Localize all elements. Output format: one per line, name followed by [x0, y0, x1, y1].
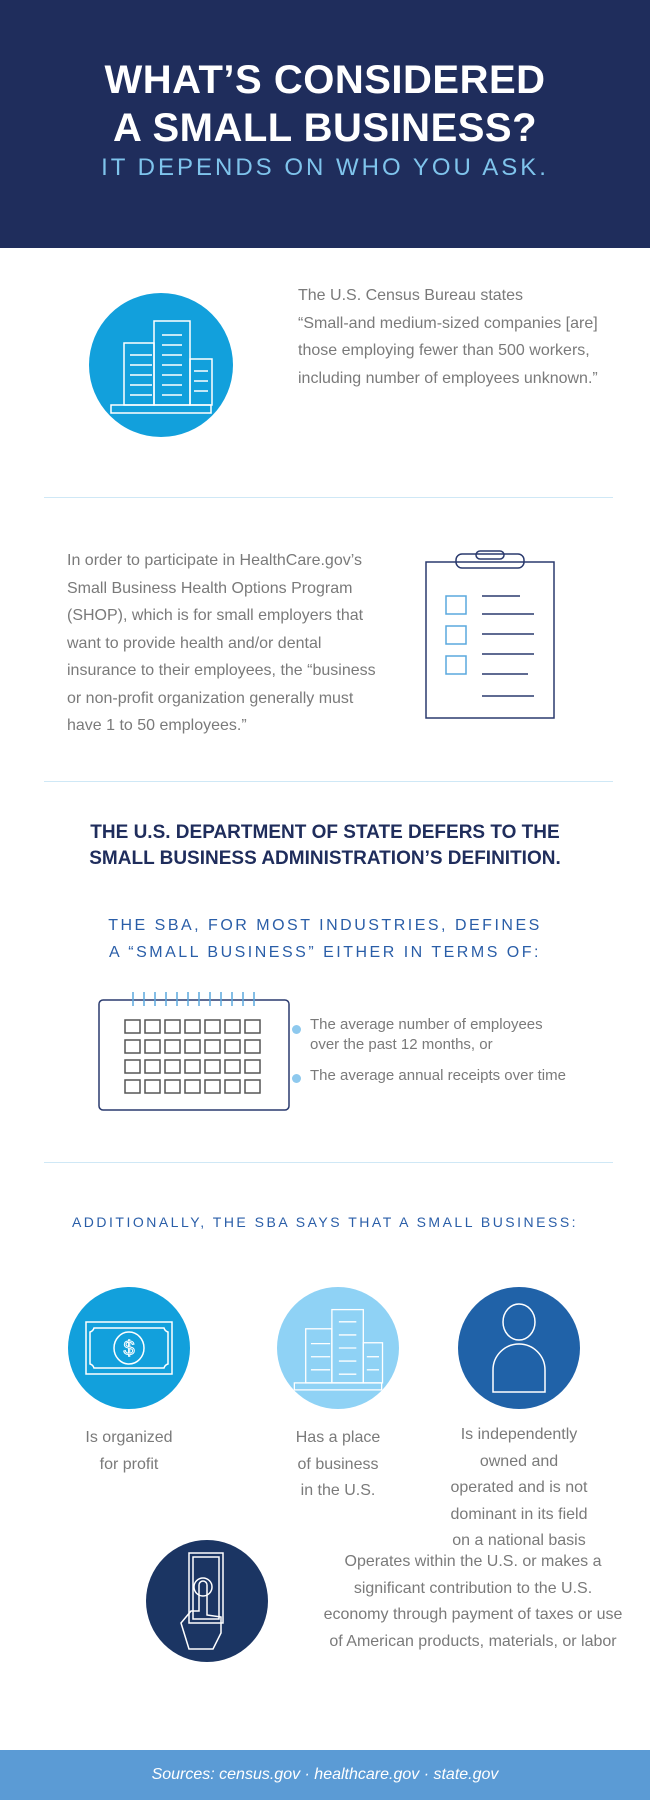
calendar-cell	[224, 1079, 241, 1094]
calendar-cell	[184, 1019, 201, 1034]
text-line: want to provide health and/or dental	[67, 634, 322, 652]
calendar-cell	[224, 1039, 241, 1054]
state-heading-line-2: SMALL BUSINESS ADMINISTRATION’S DEFINITI…	[89, 848, 561, 869]
bullet-dot	[292, 1074, 301, 1083]
calendar-cell	[204, 1019, 221, 1034]
person-icon	[458, 1287, 580, 1409]
state-heading-line-1: THE U.S. DEPARTMENT OF STATE DEFERS TO T…	[90, 822, 560, 843]
text-line: on a national basis	[452, 1532, 586, 1549]
svg-text:$: $	[123, 1338, 134, 1360]
text-line: insurance to their employees, the “busin…	[67, 662, 376, 679]
subtitle: IT DEPENDS ON WHO YOU ASK.	[101, 154, 549, 181]
text-line: economy through payment of taxes or use	[323, 1606, 623, 1623]
calendar-cell	[244, 1039, 261, 1054]
text-line: In order to participate in HealthCare.go…	[67, 552, 362, 569]
calendar-cell	[124, 1019, 141, 1034]
text-line: including number of employees unknown.”	[298, 369, 598, 387]
bullet-dot	[292, 1025, 301, 1034]
text-line: Has a place	[295, 1429, 381, 1446]
divider	[44, 1162, 613, 1163]
text-line: (SHOP), which is for small employers tha…	[67, 607, 364, 624]
text-line: “Small-and medium-sized companies [are]	[298, 314, 598, 332]
text-line: of business	[297, 1455, 379, 1473]
calendar-icon	[98, 992, 290, 1111]
divider	[44, 781, 613, 782]
calendar-cell	[184, 1079, 201, 1094]
calendar-cell	[224, 1059, 241, 1074]
additionally-heading: ADDITIONALLY, THE SBA SAYS THAT A SMALL …	[71, 1214, 579, 1230]
text-line: significant contribution to the U.S.	[353, 1579, 593, 1597]
calendar-cell	[124, 1039, 141, 1054]
divider	[44, 497, 613, 498]
caption-place-of-business: Has a place of business in the U.S.	[258, 1425, 418, 1505]
calendar-cell	[164, 1019, 181, 1034]
title-line-2: A SMALL BUSINESS?	[112, 106, 538, 150]
text-line: operated and is not	[450, 1479, 588, 1496]
text-line: for profit	[99, 1455, 159, 1473]
calendar-cell	[164, 1079, 181, 1094]
calendar-cell	[144, 1019, 161, 1034]
text-line: in the U.S.	[300, 1482, 376, 1499]
caption-independent: Is independently owned and operated and …	[429, 1422, 609, 1555]
text-line: The U.S. Census Bureau states	[298, 287, 523, 304]
caption-operates: Operates within the U.S. or makes a sign…	[263, 1549, 650, 1655]
building-icon	[89, 293, 233, 437]
calendar-cell	[144, 1079, 161, 1094]
calendar-cell	[164, 1059, 181, 1074]
caption-profit: Is organized for profit	[49, 1425, 209, 1478]
calendar-cell	[184, 1039, 201, 1054]
calendar-cell	[164, 1039, 181, 1054]
calendar-cell	[124, 1079, 141, 1094]
calendar-cell	[144, 1039, 161, 1054]
text-line: The average number of employees	[310, 1016, 543, 1033]
calendar-cell	[124, 1059, 141, 1074]
bullet-item-receipts: The average annual receipts over time	[310, 1067, 566, 1084]
calendar-cell	[244, 1079, 261, 1094]
calendar-cell	[204, 1039, 221, 1054]
calendar-cell	[204, 1079, 221, 1094]
clipboard-icon	[425, 550, 555, 719]
text-line: dominant in its field	[450, 1505, 588, 1523]
building-icon	[277, 1287, 399, 1409]
text-line: those employing fewer than 500 workers,	[298, 342, 590, 359]
sba-subheading-line-2: A “SMALL BUSINESS” EITHER IN TERMS OF:	[109, 944, 541, 961]
title-line-1: WHAT’S CONSIDERED	[104, 58, 546, 102]
text-line: Is organized	[85, 1429, 173, 1446]
header-banner	[0, 0, 650, 248]
calendar-cell	[204, 1059, 221, 1074]
text-line: Is independently	[460, 1426, 578, 1443]
census-text: The U.S. Census Bureau states “Small-and…	[298, 282, 598, 392]
text-line: have 1 to 50 employees.”	[67, 717, 247, 734]
footer-sources: Sources: census.gov · healthcare.gov · s…	[0, 1750, 650, 1800]
text-line: over the past 12 months, or	[310, 1036, 493, 1053]
calendar-cell	[144, 1059, 161, 1074]
calendar-cell	[244, 1019, 261, 1034]
text-line: of American products, materials, or labo…	[329, 1632, 617, 1650]
healthcare-text: In order to participate in HealthCare.go…	[67, 547, 376, 740]
calendar-cell	[224, 1019, 241, 1034]
text-line: Small Business Health Options Program	[67, 579, 353, 597]
text-line: or non-profit organization generally mus…	[67, 689, 354, 707]
sba-subheading-line-1: THE SBA, FOR MOST INDUSTRIES, DEFINES	[108, 917, 542, 934]
text-line: Operates within the U.S. or makes a	[344, 1553, 602, 1570]
bullet-item-employees: The average number of employees over the…	[310, 1015, 543, 1055]
calendar-cell	[244, 1059, 261, 1074]
text-line: owned and	[479, 1452, 559, 1470]
calendar-cell	[184, 1059, 201, 1074]
dollar-bill-icon: $	[68, 1287, 190, 1409]
hand-money-icon	[146, 1540, 268, 1662]
